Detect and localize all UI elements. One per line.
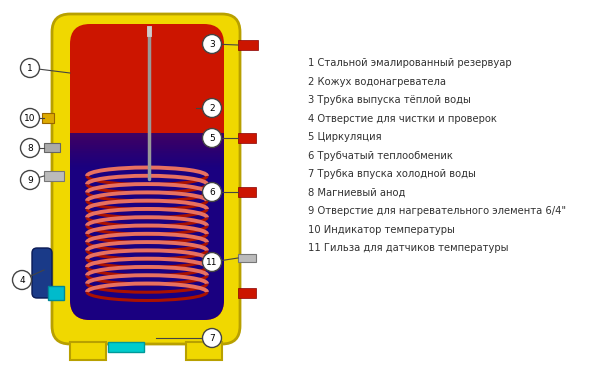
Bar [70, 145, 224, 153]
Bar [70, 135, 224, 143]
Bar [70, 151, 224, 159]
Bar [238, 133, 256, 143]
Bar [70, 141, 224, 149]
Bar [70, 157, 224, 165]
Bar [70, 143, 224, 151]
Bar [108, 342, 144, 352]
Text: 6: 6 [209, 188, 215, 197]
Bar [70, 153, 224, 161]
Bar [70, 342, 106, 360]
Text: 8 Магниевый анод: 8 Магниевый анод [308, 187, 406, 197]
Circle shape [203, 34, 221, 53]
Bar [70, 125, 224, 133]
Text: 11: 11 [206, 258, 218, 267]
Text: 6 Трубчатый теплообменик: 6 Трубчатый теплообменик [308, 150, 453, 160]
Circle shape [203, 129, 221, 147]
Text: 4: 4 [19, 276, 25, 285]
Circle shape [203, 183, 221, 202]
FancyBboxPatch shape [32, 248, 52, 298]
Text: 1 Стальной эмалированный резервуар: 1 Стальной эмалированный резервуар [308, 58, 512, 68]
Bar [70, 123, 224, 131]
Bar [44, 143, 60, 152]
Circle shape [203, 252, 221, 272]
Bar [48, 286, 64, 300]
Text: 3 Трубка выпуска тёплой воды: 3 Трубка выпуска тёплой воды [308, 95, 471, 105]
Text: 9: 9 [27, 176, 33, 185]
Text: 10 Индикатор температуры: 10 Индикатор температуры [308, 224, 455, 234]
Bar [70, 147, 224, 155]
Bar [238, 254, 256, 262]
Circle shape [203, 98, 221, 117]
FancyBboxPatch shape [70, 24, 224, 320]
Bar [70, 161, 224, 169]
Text: 2 Кожух водонагреватела: 2 Кожух водонагреватела [308, 77, 446, 86]
Text: 10: 10 [24, 114, 36, 123]
Bar [70, 127, 224, 135]
FancyBboxPatch shape [70, 133, 224, 320]
Text: 11 Гильза для датчиков температуры: 11 Гильза для датчиков температуры [308, 243, 509, 253]
Bar [70, 131, 224, 139]
Bar [70, 149, 224, 157]
Text: 9 Отверстие для нагревательного элемента 6/4": 9 Отверстие для нагревательного элемента… [308, 206, 566, 216]
Text: 3: 3 [209, 40, 215, 49]
Bar [186, 342, 222, 360]
Circle shape [13, 270, 32, 289]
Text: 4 Отверстие для чистки и проверок: 4 Отверстие для чистки и проверок [308, 113, 497, 123]
Text: 7: 7 [209, 334, 215, 343]
Text: 1: 1 [27, 64, 33, 73]
Text: 2: 2 [209, 104, 215, 113]
Text: 5 Циркуляция: 5 Циркуляция [308, 132, 382, 142]
Bar [44, 171, 64, 181]
Bar [70, 133, 224, 158]
Circle shape [20, 138, 40, 157]
Bar [70, 159, 224, 167]
Text: 5: 5 [209, 134, 215, 143]
Text: 7 Трубка впуска холодной воды: 7 Трубка впуска холодной воды [308, 169, 476, 179]
Circle shape [203, 328, 221, 347]
FancyBboxPatch shape [52, 14, 240, 344]
Bar [70, 137, 224, 145]
Bar [70, 155, 224, 163]
Circle shape [20, 108, 40, 128]
Bar [42, 113, 54, 123]
Bar [70, 139, 224, 147]
Circle shape [20, 171, 40, 190]
Circle shape [20, 58, 40, 77]
Bar [70, 133, 224, 141]
Bar [238, 187, 256, 197]
Text: 8: 8 [27, 144, 33, 153]
Bar [238, 40, 258, 50]
Bar [238, 288, 256, 298]
Bar [70, 129, 224, 137]
